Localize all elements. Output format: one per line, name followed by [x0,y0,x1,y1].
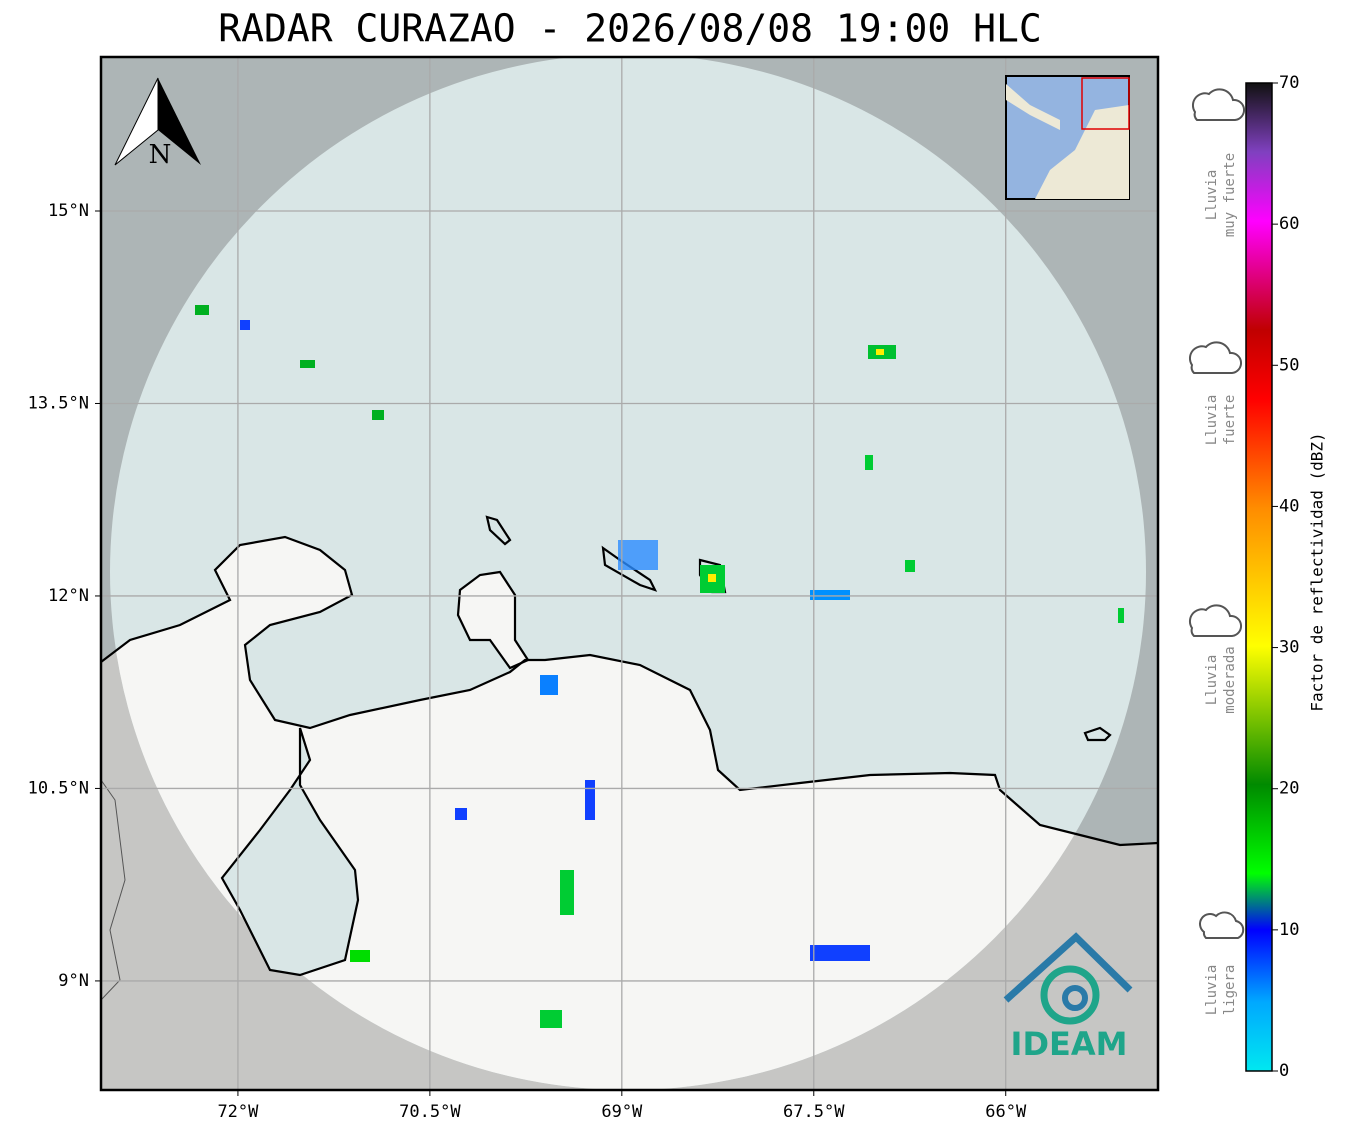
legend-text: Lluvia [1204,395,1220,446]
lat-tick-label: 15°N [48,201,89,221]
lon-tick-label: 69°W [601,1102,643,1122]
radar-echoes [195,305,1124,1028]
colorbar [1245,82,1273,1072]
graticule [101,57,1158,1090]
map-frame [99,55,1160,1092]
lon-tick-label: 70.5°W [399,1102,461,1122]
colorbar-tick-label: 20 [1279,779,1299,799]
colorbar-tick-label: 10 [1279,920,1299,940]
logo: IDEAM [1003,932,1133,1063]
legend-text: fuerte [1222,395,1238,446]
north-label: N [149,140,172,170]
inset-map [1005,75,1130,200]
legend-text: moderada [1222,646,1238,713]
colorbar-tick-label: 70 [1279,73,1299,93]
lon-tick-label: 67.5°W [783,1102,845,1122]
title: RADAR CURAZAO - 2026/08/08 19:00 HLC [218,7,1042,51]
logo-text: IDEAM [1011,1025,1128,1063]
colorbar-tick-label: 0 [1279,1061,1289,1081]
legend-text: Lluvia [1204,170,1220,221]
legend-text: muy fuerte [1222,153,1238,237]
colorbar-tick-label: 30 [1279,638,1299,658]
lat-tick-label: 13.5°N [28,393,89,413]
legend-text: ligera [1222,965,1238,1016]
lat-tick-label: 12°N [48,586,89,606]
colorbar-tick-label: 40 [1279,496,1299,516]
legend-text: Lluvia [1204,655,1220,706]
lat-tick-label: 9°N [58,971,89,991]
lon-tick-label: 66°W [985,1102,1027,1122]
coastline [101,515,1158,1001]
lat-tick-label: 10.5°N [28,778,89,798]
colorbar-tick-label: 60 [1279,214,1299,234]
rain-icons [1189,88,1245,939]
legend-text: Lluvia [1204,965,1220,1016]
lon-tick-label: 72°W [217,1102,259,1122]
map: N IDEAM [101,57,1158,1090]
colorbar-label: Factor de reflectividad (dBZ) [1308,432,1327,711]
colorbar-tick-label: 50 [1279,355,1299,375]
north-arrow: N [114,77,201,170]
